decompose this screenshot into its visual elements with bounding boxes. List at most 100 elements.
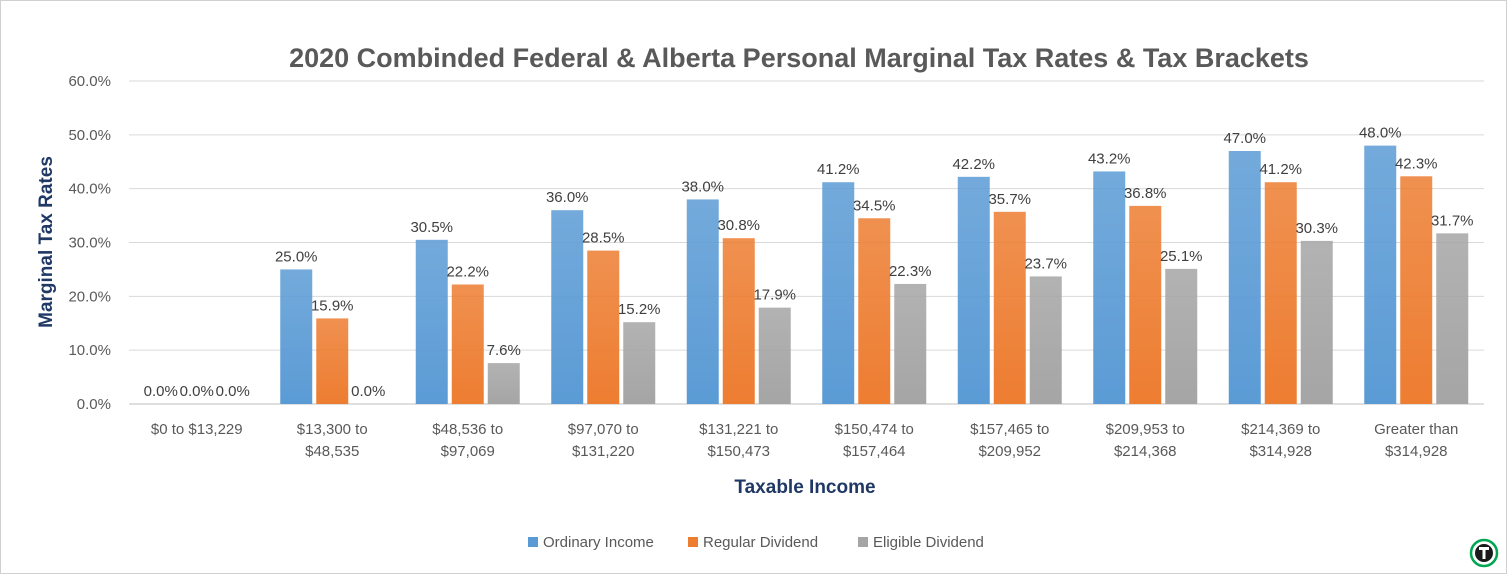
bars [280, 145, 1469, 404]
x-tick-label: $150,473 [707, 443, 770, 460]
bar-regular-dividend [587, 250, 620, 404]
bar-ordinary-income [822, 182, 855, 404]
x-tick-label: $48,535 [305, 443, 359, 460]
tax-logo-icon [1469, 538, 1499, 568]
data-label: 48.0% [1359, 125, 1402, 142]
bar-regular-dividend [1129, 205, 1162, 404]
x-axis-ticks: $0 to $13,229 $13,300 to $48,535 $48,536 to… [151, 421, 1458, 460]
x-tick-label: $209,952 [978, 443, 1041, 460]
bar-ordinary-income [551, 210, 584, 404]
data-label: 47.0% [1223, 130, 1266, 147]
data-label: 36.0% [546, 189, 589, 206]
data-label: 34.5% [853, 197, 896, 214]
data-label: 35.7% [988, 191, 1031, 208]
data-label: 0.0% [144, 383, 178, 400]
x-tick-label: $157,464 [843, 443, 906, 460]
bar-ordinary-income [280, 269, 313, 404]
legend-swatch [528, 537, 538, 547]
data-label: 0.0% [351, 383, 385, 400]
bar-ordinary-income [415, 239, 448, 404]
x-tick-label: $97,069 [441, 443, 495, 460]
y-tick-label: 60.0% [68, 73, 111, 90]
chart-title: 2020 Combinded Federal & Alberta Persona… [289, 43, 1309, 73]
legend-swatch [858, 537, 868, 547]
data-label: 42.3% [1395, 155, 1438, 172]
bar-regular-dividend [1400, 176, 1433, 404]
bar-regular-dividend [993, 211, 1026, 404]
legend-entry: Ordinary Income [543, 534, 654, 551]
x-tick-label: $314,928 [1249, 443, 1312, 460]
x-tick-label: Greater than [1374, 421, 1458, 438]
data-label: 42.2% [952, 156, 995, 173]
data-label: 28.5% [582, 230, 625, 247]
y-axis-title: Marginal Tax Rates [36, 156, 57, 328]
x-tick-label: $97,070 to [568, 421, 639, 438]
data-label: 17.9% [753, 287, 796, 304]
bar-regular-dividend [722, 238, 755, 404]
bar-regular-dividend [1264, 182, 1297, 404]
y-tick-label: 10.0% [68, 342, 111, 359]
y-tick-label: 30.0% [68, 235, 111, 252]
data-label: 25.0% [275, 248, 318, 265]
bar-eligible-dividend [1165, 268, 1198, 404]
x-tick-label: $48,536 to [432, 421, 503, 438]
data-label: 15.2% [618, 301, 661, 318]
bar-ordinary-income [1364, 145, 1397, 404]
data-labels: 0.0% 25.0% 30.5% 36.0% 38.0% 41.2% 42.2% 43.2% 4… [144, 125, 1474, 400]
data-label: 31.7% [1431, 212, 1474, 229]
x-tick-label: $214,368 [1114, 443, 1177, 460]
data-label: 43.2% [1088, 150, 1131, 167]
data-label: 0.0% [180, 383, 214, 400]
bar-ordinary-income [957, 176, 990, 404]
bar-eligible-dividend [894, 283, 927, 404]
bar-regular-dividend [451, 284, 484, 404]
data-label: 41.2% [817, 161, 860, 178]
data-label: 23.7% [1024, 255, 1067, 272]
data-label: 36.8% [1124, 185, 1167, 202]
data-label: 30.5% [410, 219, 453, 236]
y-tick-label: 50.0% [68, 127, 111, 144]
bar-eligible-dividend [487, 363, 520, 404]
bar-eligible-dividend [1300, 240, 1333, 404]
legend-swatch [688, 537, 698, 547]
data-label: 0.0% [216, 383, 250, 400]
bar-ordinary-income [1228, 150, 1261, 404]
data-label: 30.8% [717, 217, 760, 234]
y-tick-label: 20.0% [68, 288, 111, 305]
data-label: 22.2% [446, 263, 489, 280]
legend-entry: Regular Dividend [703, 534, 818, 551]
x-tick-label: $0 to $13,229 [151, 421, 243, 438]
bar-eligible-dividend [1029, 276, 1062, 404]
x-tick-label: $131,220 [572, 443, 635, 460]
x-tick-label: $131,221 to [699, 421, 778, 438]
y-tick-label: 40.0% [68, 181, 111, 198]
data-label: 41.2% [1259, 161, 1302, 178]
gridlines [129, 80, 1484, 405]
x-tick-label: $209,953 to [1106, 421, 1185, 438]
x-tick-label: $314,928 [1385, 443, 1448, 460]
data-label: 25.1% [1160, 248, 1203, 265]
x-tick-label: $157,465 to [970, 421, 1049, 438]
y-tick-label: 0.0% [77, 396, 111, 413]
data-label: 22.3% [889, 263, 932, 280]
bar-eligible-dividend [758, 307, 791, 404]
bar-regular-dividend [858, 218, 891, 404]
x-axis-title: Taxable Income [734, 477, 875, 498]
x-tick-label: $214,369 to [1241, 421, 1320, 438]
bar-ordinary-income [686, 199, 719, 404]
bar-regular-dividend [316, 318, 349, 404]
bar-eligible-dividend [623, 322, 656, 404]
data-label: 15.9% [311, 297, 354, 314]
bar-eligible-dividend [1436, 233, 1469, 404]
y-axis-ticks: 0.0% 10.0% 20.0% 30.0% 40.0% 50.0% 60.0% [68, 73, 111, 413]
data-label: 38.0% [681, 178, 724, 195]
x-tick-label: $150,474 to [835, 421, 914, 438]
legend-entry: Eligible Dividend [873, 534, 984, 551]
x-tick-label: $13,300 to [297, 421, 368, 438]
data-label: 30.3% [1295, 220, 1338, 237]
legend: Ordinary Income Regular Dividend Eligible … [528, 534, 984, 551]
data-label: 7.6% [487, 342, 521, 359]
bar-ordinary-income [1093, 171, 1126, 404]
